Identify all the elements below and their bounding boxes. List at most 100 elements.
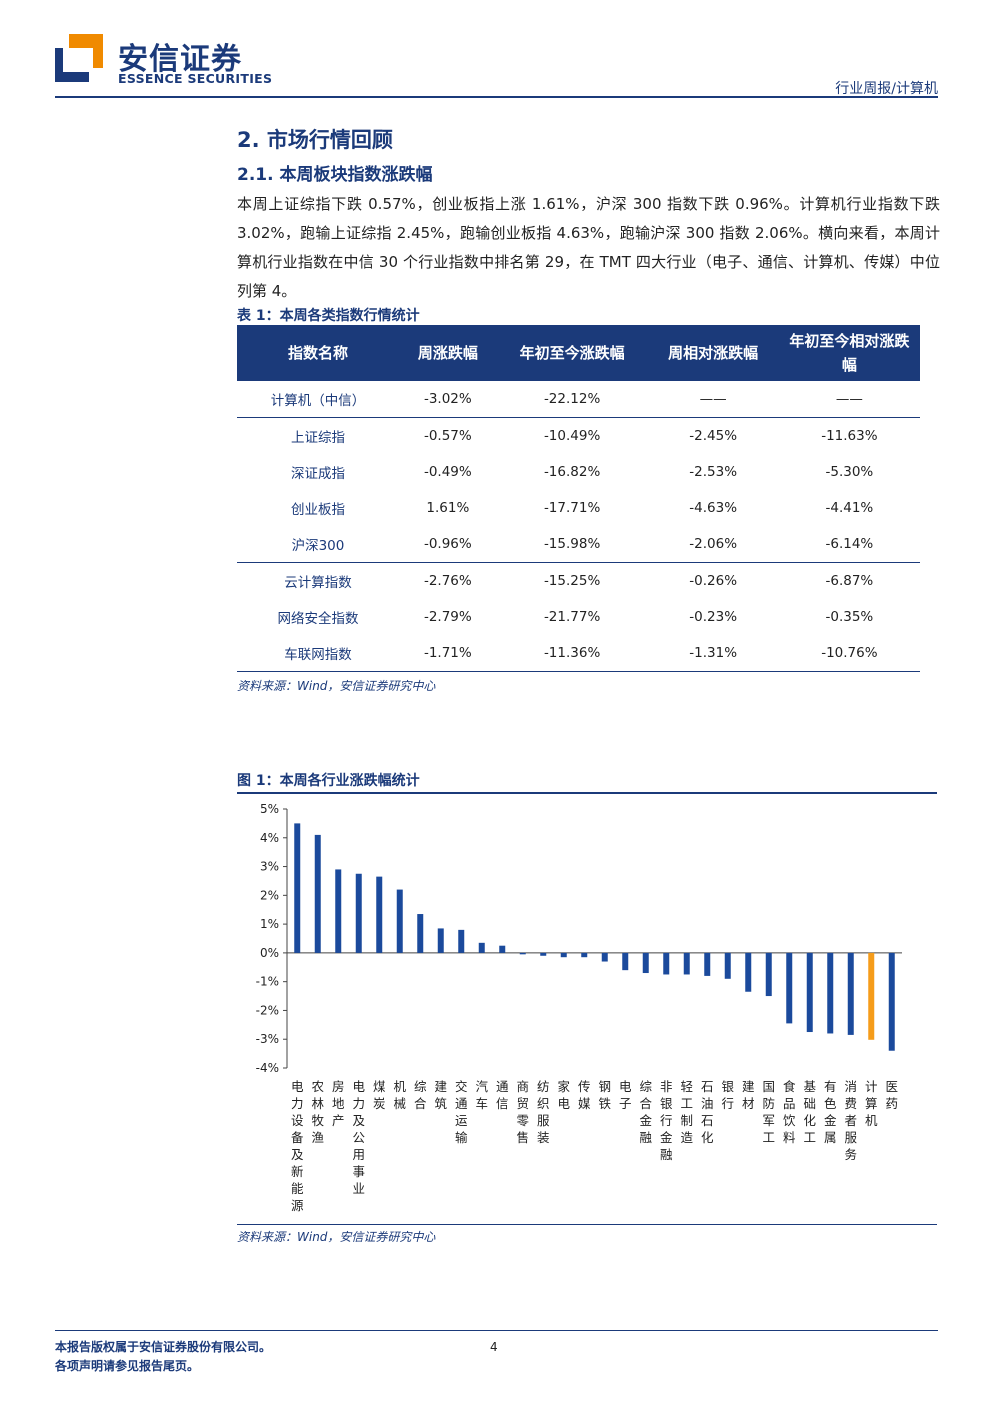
- x-tick-label: 品: [783, 1096, 796, 1111]
- x-tick-label: 融: [639, 1130, 652, 1145]
- x-tick-label: 零: [516, 1113, 529, 1128]
- table-cell: 云计算指数: [284, 575, 352, 591]
- table-cell: -22.12%: [496, 381, 648, 418]
- x-tick-label: 备: [291, 1130, 304, 1145]
- table-header-cell: 年初至今相对涨跌幅: [778, 325, 920, 381]
- section-title: 2. 市场行情回顾: [237, 128, 393, 152]
- bar: [355, 873, 362, 953]
- table-cell: -0.49%: [423, 464, 472, 480]
- table-cell: -0.23%: [689, 609, 738, 625]
- x-tick-label: 通: [455, 1096, 468, 1111]
- body-paragraph: 本周上证综指下跌 0.57%，创业板指上涨 1.61%，沪深 300 指数下跌 …: [237, 195, 940, 300]
- x-tick-label: 地: [332, 1096, 345, 1111]
- table-cell: 计算机（中信）: [237, 381, 399, 418]
- x-tick-label: 纺: [537, 1079, 550, 1094]
- y-tick-label: 1%: [260, 917, 279, 931]
- table-header-cell: 指数名称: [237, 325, 399, 381]
- x-tick-label: 输: [455, 1130, 468, 1145]
- x-tick-label: 炭: [373, 1096, 386, 1111]
- x-tick-label: 用: [352, 1147, 365, 1162]
- figure-source-note: 资料来源：Wind，安信证券研究中心: [237, 1230, 436, 1244]
- x-tick-label: 制: [680, 1113, 693, 1128]
- x-tick-label: 及: [291, 1147, 304, 1162]
- x-tick-label: 信: [496, 1096, 509, 1111]
- bar: [560, 952, 567, 958]
- header-divider: [55, 96, 938, 98]
- bar: [581, 952, 588, 958]
- x-tick-label: 力: [291, 1096, 304, 1111]
- x-tick-label: 金: [660, 1130, 673, 1145]
- x-tick-label: 源: [291, 1198, 304, 1213]
- table-cell: -17.71%: [543, 500, 601, 516]
- industry-bar-chart: 5%4%3%2%1%0%-1%-2%-3%-4%电力设备及新能源农林牧渔房地产电…: [256, 802, 902, 1213]
- x-tick-label: 产: [332, 1113, 345, 1128]
- footer-divider: [55, 1330, 938, 1331]
- table-cell: 上证综指: [290, 430, 345, 446]
- table-header-row: 指数名称 周涨跌幅 年初至今涨跌幅 周相对涨跌幅 年初至今相对涨跌幅: [237, 325, 920, 381]
- table-cell: -2.06%: [647, 526, 779, 563]
- bar: [827, 952, 834, 1034]
- bar: [806, 952, 813, 1033]
- x-tick-label: 林: [311, 1096, 324, 1111]
- logo-icon: [55, 34, 103, 82]
- x-tick-label: 药: [885, 1096, 898, 1111]
- x-tick-label: 电: [619, 1079, 632, 1094]
- x-tick-label: 础: [803, 1096, 816, 1111]
- x-tick-label: 银: [660, 1096, 673, 1111]
- table-cell: 车联网指数: [237, 635, 399, 672]
- x-tick-label: 算: [865, 1096, 878, 1111]
- bar: [335, 869, 342, 953]
- bar: [478, 942, 485, 953]
- x-tick-label: 筑: [434, 1096, 447, 1111]
- table-cell: -6.87%: [825, 573, 874, 589]
- x-tick-label: 行: [660, 1113, 673, 1128]
- x-tick-label: 非: [660, 1079, 673, 1094]
- x-tick-label: 合: [414, 1096, 427, 1111]
- x-tick-label: 售: [516, 1130, 529, 1145]
- bar: [683, 952, 690, 975]
- table-cell: -2.76%: [423, 573, 472, 589]
- x-tick-label: 房: [332, 1079, 345, 1094]
- table-row: 云计算指数 -2.76% -15.25% -0.26% -6.87%: [237, 563, 920, 600]
- bar: [417, 914, 424, 953]
- x-tick-label: 传: [578, 1079, 591, 1094]
- x-tick-label: 力: [352, 1096, 365, 1111]
- x-tick-label: 商: [516, 1079, 529, 1094]
- x-tick-label: 设: [291, 1113, 304, 1128]
- table-row: 计算机（中信） -3.02% -22.12% —— ——: [237, 381, 920, 418]
- table-cell: -10.76%: [778, 635, 920, 672]
- x-tick-label: 融: [660, 1147, 673, 1162]
- x-tick-label: 合: [639, 1096, 652, 1111]
- x-tick-label: 及: [352, 1113, 365, 1128]
- x-tick-label: 造: [680, 1130, 693, 1145]
- x-tick-label: 织: [537, 1096, 550, 1111]
- table-cell: -6.14%: [778, 526, 920, 563]
- y-tick-label: 2%: [260, 888, 279, 902]
- x-tick-label: 运: [455, 1113, 468, 1128]
- x-tick-label: 媒: [578, 1096, 591, 1111]
- table-cell: -10.49%: [543, 428, 601, 444]
- bar: [724, 952, 731, 979]
- y-tick-label: 0%: [260, 946, 279, 960]
- x-tick-label: 子: [619, 1096, 632, 1111]
- x-tick-label: 电: [352, 1079, 365, 1094]
- bar: [786, 952, 793, 1024]
- x-tick-label: 铁: [598, 1096, 611, 1111]
- x-tick-label: 食: [783, 1079, 796, 1094]
- y-tick-label: -2%: [256, 1003, 279, 1017]
- x-tick-label: 综: [639, 1079, 652, 1094]
- x-tick-label: 油: [701, 1096, 714, 1111]
- x-tick-label: 通: [496, 1079, 509, 1094]
- table-row: 网络安全指数 -2.79% -21.77% -0.23% -0.35%: [237, 599, 920, 635]
- x-tick-label: 建: [742, 1079, 755, 1094]
- table-cell: -3.02%: [398, 381, 497, 418]
- disclaimer-note: 各项声明请参见报告尾页。: [55, 1359, 200, 1373]
- bar: [888, 952, 895, 1051]
- logo-text-en: ESSENCE SECURITIES: [118, 71, 273, 86]
- table-cell: 1.61%: [426, 500, 470, 516]
- table-cell: -0.96%: [398, 526, 497, 563]
- x-tick-label: 事: [352, 1164, 365, 1179]
- bar: [437, 928, 444, 953]
- bar: [868, 952, 875, 1040]
- x-tick-label: 贸: [516, 1096, 529, 1111]
